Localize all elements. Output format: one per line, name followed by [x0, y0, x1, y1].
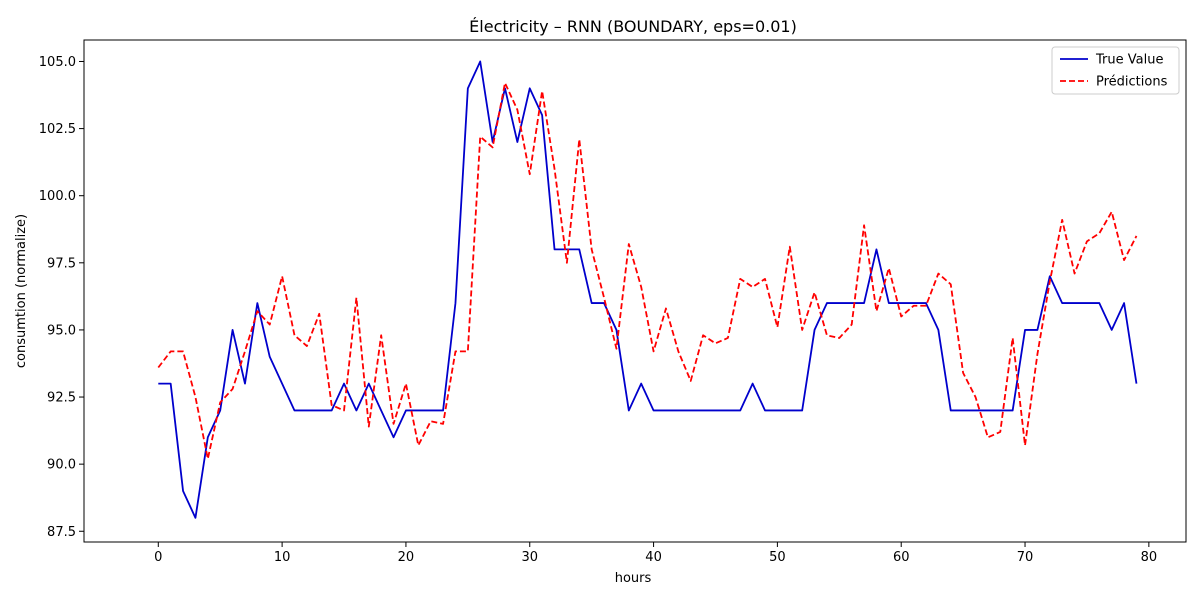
y-tick-label: 105.0	[39, 55, 76, 70]
series-line-predictions	[157, 82, 1138, 460]
x-axis: 0 10 20 30 40 50 60 70 80	[154, 542, 1157, 565]
legend-label: Prédictions	[1096, 75, 1168, 90]
y-axis: 87.5 90.0 92.5 95.0 97.5 100.0 102.5 105.0	[39, 55, 84, 540]
chart-title: Électricity – RNN (BOUNDARY, eps=0.01)	[469, 17, 797, 36]
plot-frame	[83, 39, 1187, 543]
y-tick-label: 102.5	[39, 122, 76, 137]
y-tick-label: 87.5	[47, 525, 76, 540]
x-tick-label: 0	[154, 550, 162, 565]
series-layer	[157, 60, 1138, 519]
y-tick-label: 100.0	[39, 189, 76, 204]
x-tick-label: 50	[769, 550, 786, 565]
legend-label: True Value	[1095, 53, 1163, 68]
y-tick-label: 95.0	[47, 323, 76, 338]
y-tick-label: 92.5	[47, 391, 76, 406]
x-tick-label: 40	[645, 550, 662, 565]
x-axis-label: hours	[615, 571, 652, 586]
x-tick-label: 70	[1017, 550, 1034, 565]
x-tick-label: 80	[1141, 550, 1158, 565]
y-tick-label: 97.5	[47, 256, 76, 271]
y-axis-label: consumtion (normalize)	[14, 214, 29, 368]
x-tick-label: 10	[274, 550, 291, 565]
legend: True Value Prédictions	[1051, 46, 1180, 95]
series-line-true-value	[158, 60, 1138, 519]
y-tick-label: 90.0	[47, 458, 76, 473]
plot-area	[83, 39, 1187, 543]
x-tick-label: 30	[521, 550, 538, 565]
x-tick-label: 20	[398, 550, 415, 565]
x-tick-label: 60	[893, 550, 910, 565]
